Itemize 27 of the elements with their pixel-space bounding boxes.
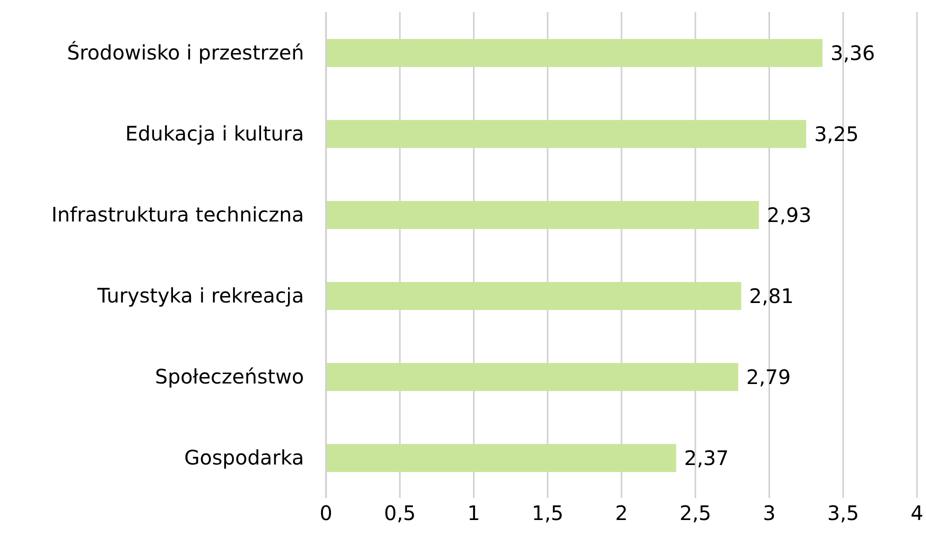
bar bbox=[326, 282, 742, 310]
x-tick-label: 3 bbox=[762, 501, 776, 526]
bar bbox=[326, 444, 676, 472]
x-tick-label: 1,5 bbox=[532, 501, 564, 526]
bar bbox=[326, 363, 738, 391]
y-tick-label: Społeczeństwo bbox=[155, 364, 304, 389]
data-label: 2,37 bbox=[684, 446, 729, 470]
x-tick-label: 0 bbox=[320, 501, 332, 526]
y-tick-label: Infrastruktura techniczna bbox=[51, 202, 304, 227]
x-tick-label: 3,5 bbox=[827, 501, 860, 526]
y-tick-label: Edukacja i kultura bbox=[125, 122, 304, 146]
data-label: 2,79 bbox=[746, 365, 791, 390]
x-tick-label: 2,5 bbox=[679, 501, 712, 526]
y-tick-label: Gospodarka bbox=[184, 446, 304, 470]
y-tick-label: Turystyka i rekreacja bbox=[96, 284, 304, 308]
bar bbox=[326, 201, 759, 229]
x-tick-label: 1 bbox=[467, 501, 480, 526]
bar bbox=[326, 120, 806, 148]
data-label: 3,36 bbox=[830, 41, 875, 66]
bar bbox=[326, 39, 822, 67]
data-label: 3,25 bbox=[814, 122, 859, 146]
data-label: 2,93 bbox=[766, 203, 812, 228]
x-tick-label: 4 bbox=[910, 501, 924, 526]
y-tick-label: Środowisko i przestrzeń bbox=[66, 40, 304, 65]
x-tick-label: 2 bbox=[615, 501, 628, 526]
data-label: 2,81 bbox=[749, 284, 794, 308]
x-tick-label: 0,5 bbox=[384, 501, 416, 526]
